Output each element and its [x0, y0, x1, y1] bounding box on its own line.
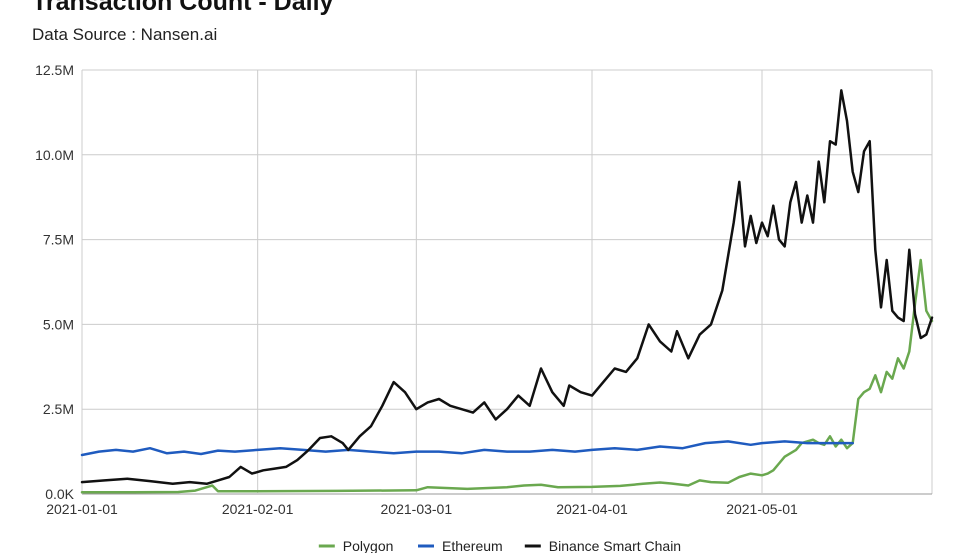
x-axis-ticks: 2021-01-01 2021-02-01 2021-03-01 2021-04-01… — [46, 501, 798, 517]
legend-label: Binance Smart Chain — [549, 538, 681, 553]
x-tick-label: 2021-05-01 — [726, 501, 798, 517]
x-tick-label: 2021-01-01 — [46, 501, 118, 517]
y-tick-label: 0.0K — [45, 486, 74, 502]
series-line-polygon — [80, 258, 934, 494]
chart-series — [80, 89, 934, 494]
chart-grid — [81, 69, 933, 495]
y-tick-label: 2.5M — [43, 401, 74, 417]
y-tick-label: 12.5M — [35, 62, 74, 78]
y-tick-label: 5.0M — [43, 316, 74, 332]
legend-label: Polygon — [343, 538, 394, 553]
chart-legend: Polygon Ethereum Binance Smart Chain — [318, 538, 681, 553]
legend-label: Ethereum — [442, 538, 503, 553]
chart-title: Transaction Count - Daily — [32, 0, 334, 16]
y-tick-label: 7.5M — [43, 232, 74, 248]
x-tick-label: 2021-03-01 — [381, 501, 453, 517]
series-line-ethereum — [80, 440, 854, 457]
y-tick-label: 10.0M — [35, 147, 74, 163]
series-line-binance-smart-chain — [80, 89, 934, 486]
x-tick-label: 2021-04-01 — [556, 501, 628, 517]
x-tick-label: 2021-02-01 — [222, 501, 294, 517]
chart-subtitle: Data Source : Nansen.ai — [32, 25, 217, 44]
y-axis-ticks: 0.0K 2.5M 5.0M 7.5M 10.0M 12.5M — [35, 62, 75, 502]
